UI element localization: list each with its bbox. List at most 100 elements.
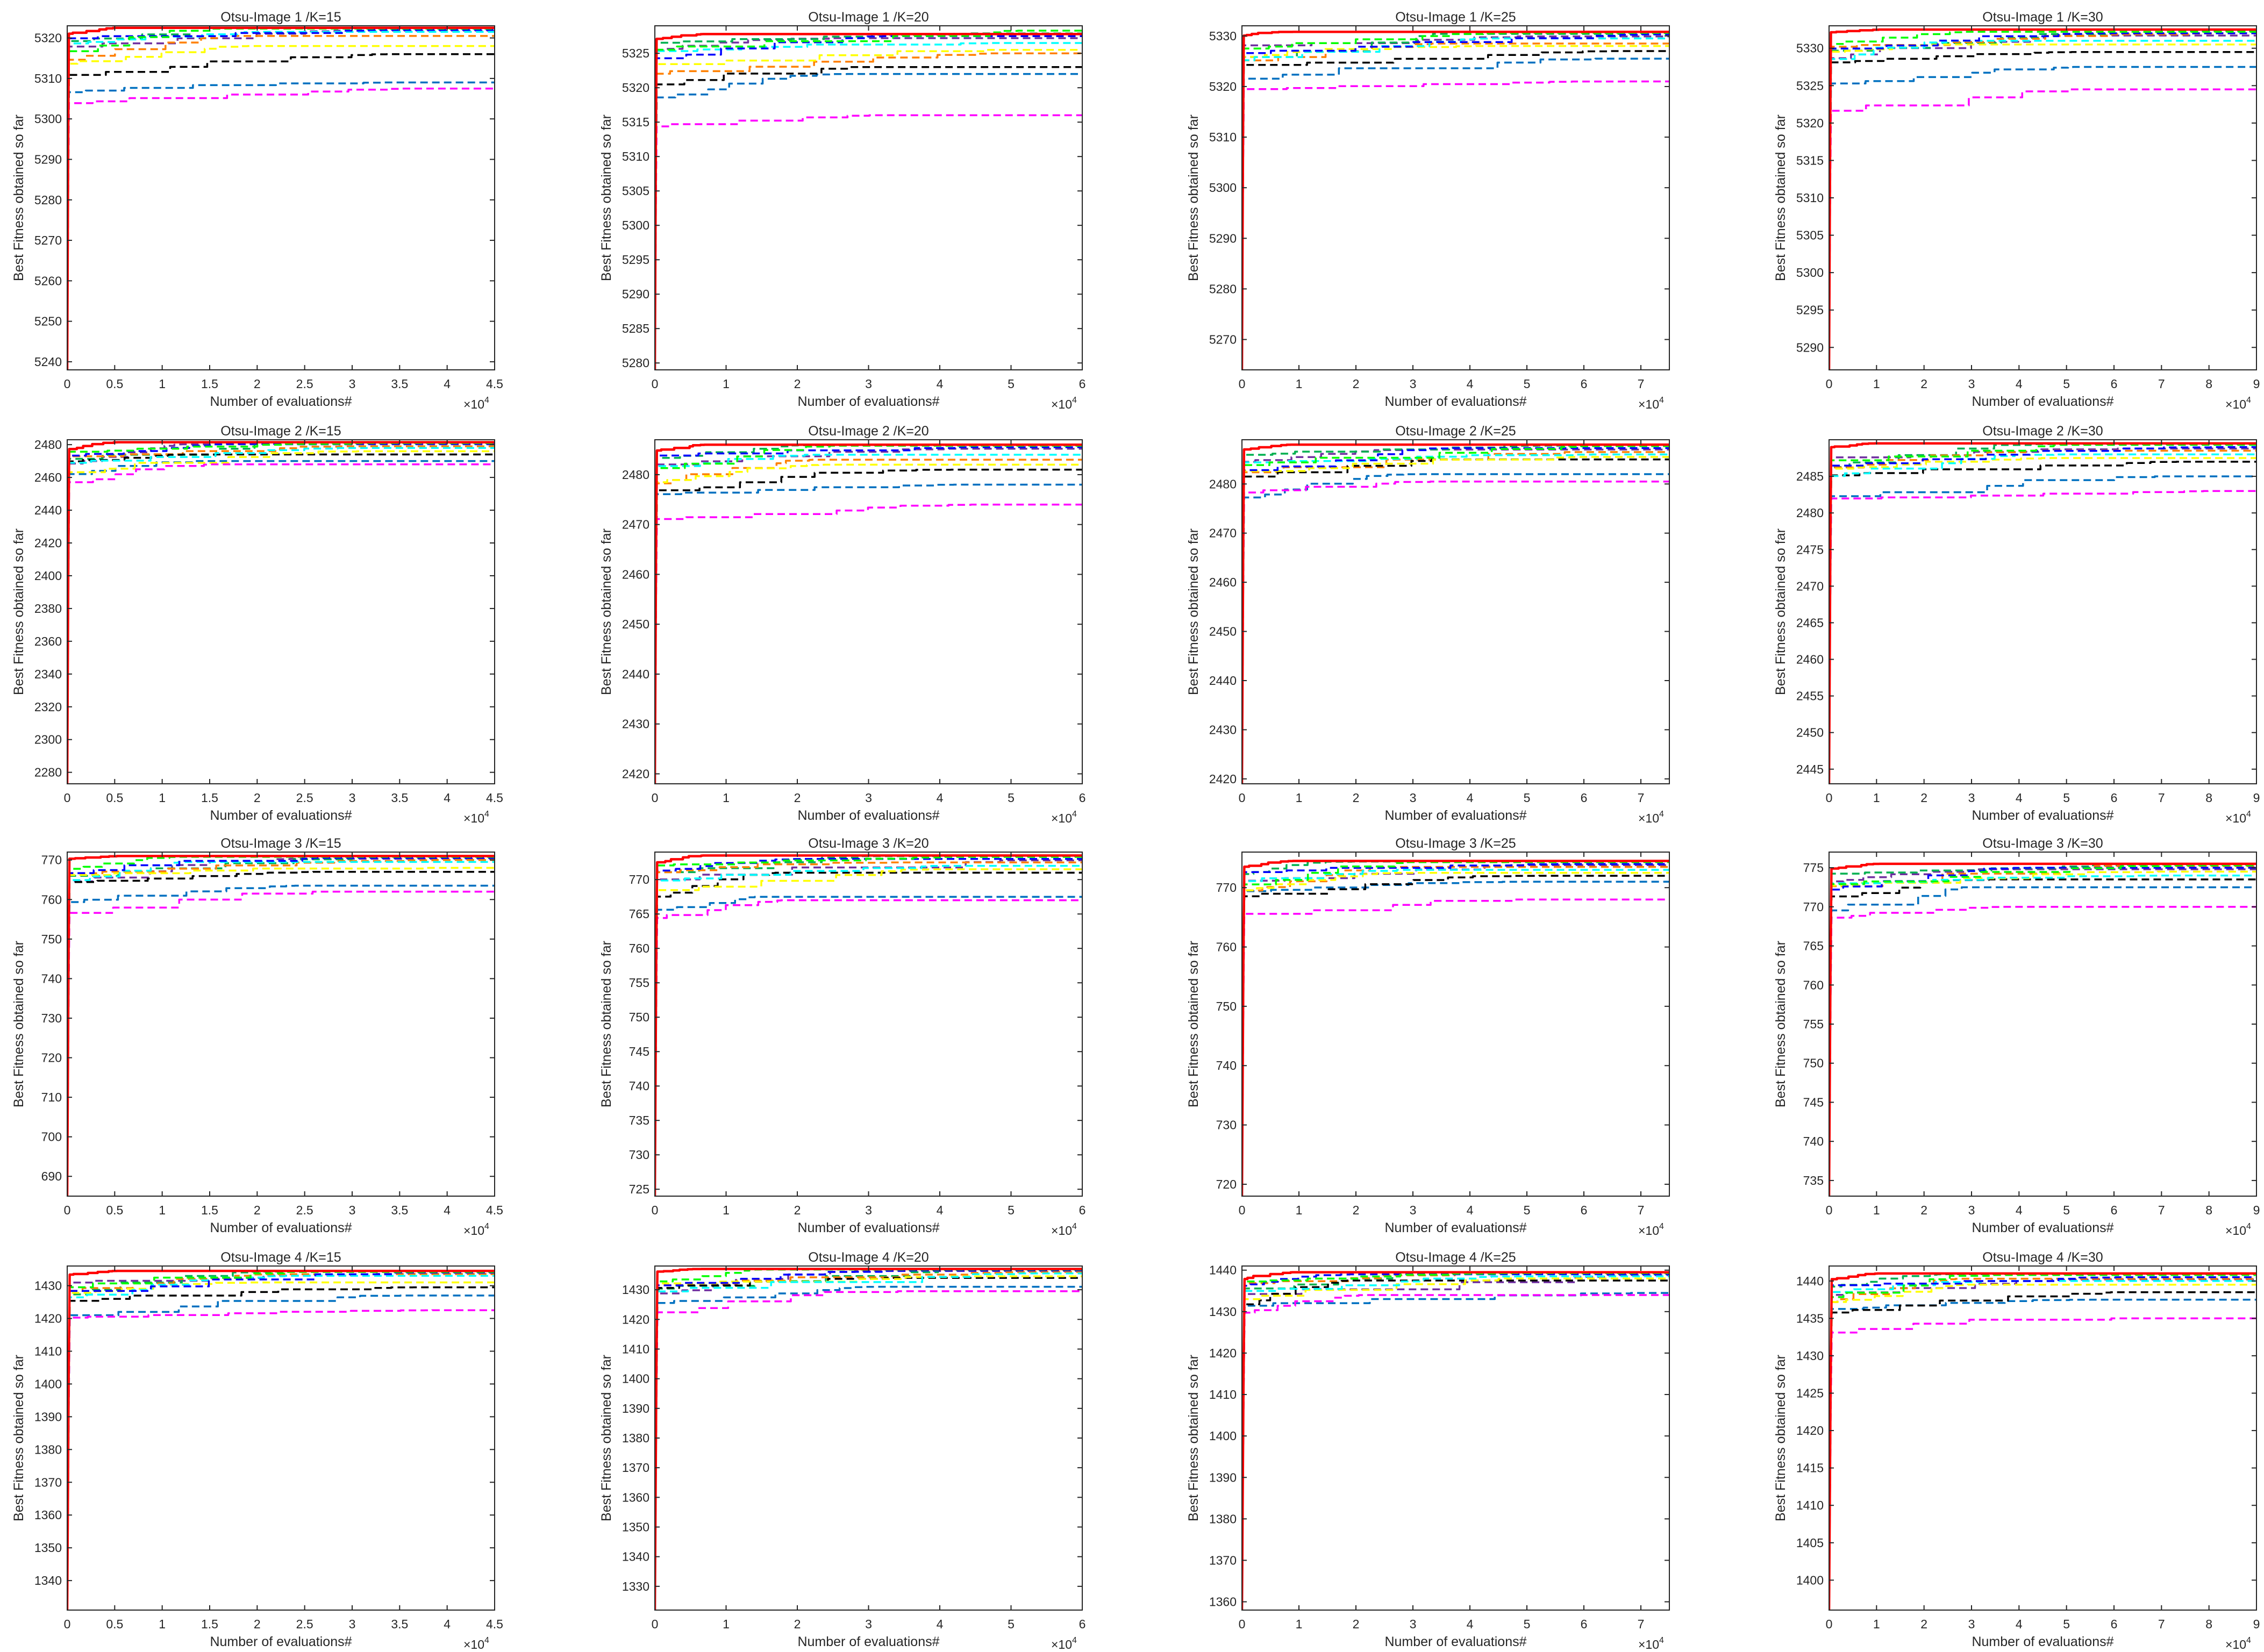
y-tick-label: 5325 (1796, 78, 1824, 92)
series-7-line (67, 871, 495, 1196)
series-3-line (1242, 863, 1669, 1196)
series-6-line (1242, 871, 1669, 1196)
axes-frame (1241, 1265, 1670, 1611)
series-2-line (1829, 31, 2256, 370)
y-axis-label: Best Fitness obtained so far (11, 1355, 26, 1521)
x-tick-label: 3 (1968, 377, 1975, 391)
x-tick-label: 1.5 (201, 377, 218, 391)
y-tick-label: 1410 (1796, 1498, 1824, 1512)
series-9-line (1242, 881, 1669, 1196)
series-group (1242, 31, 1669, 370)
x-tick-label: 0 (1239, 1617, 1246, 1631)
series-4-line (67, 447, 495, 784)
series-3-line (655, 35, 1082, 370)
y-tick-label: 1340 (34, 1574, 62, 1587)
x-multiplier: ×104 (2225, 396, 2251, 411)
x-tick-label: 4 (937, 377, 944, 391)
axes-frame (1241, 439, 1670, 784)
y-tick-label: 765 (629, 907, 649, 921)
y-axis-label: Best Fitness obtained so far (1773, 115, 1788, 281)
series-group (655, 30, 1082, 370)
y-tick-label: 5270 (34, 233, 62, 247)
subplot-14: 0 1 2 3 4 5 6 1330 1340 1350 1360 1370 1380 1390 1400 1… (599, 1250, 1086, 1651)
series-6-line (655, 868, 1082, 1196)
y-tick-label: 5285 (622, 321, 649, 335)
series-9-line (1242, 1292, 1669, 1610)
axes-frame (1829, 439, 2257, 784)
series-10-line (655, 32, 1082, 370)
x-tick-label: 2 (254, 377, 261, 391)
y-tick-label: 2360 (34, 634, 62, 648)
y-tick-label: 5300 (1796, 266, 1824, 280)
y-tick-label: 5320 (1209, 80, 1237, 94)
chart-title: Otsu-Image 1 /K=30 (1982, 10, 2103, 25)
series-6-line (1829, 1284, 2256, 1610)
x-tick-label: 6 (2111, 1203, 2118, 1217)
y-tick-label: 2480 (622, 468, 649, 482)
x-tick-label: 4 (444, 377, 451, 391)
y-tick-label: 720 (1216, 1177, 1237, 1191)
series-6-line (67, 1281, 495, 1610)
y-tick-label: 740 (1216, 1059, 1237, 1072)
x-multiplier: ×104 (463, 1636, 489, 1649)
y-tick-label: 1430 (622, 1283, 649, 1297)
y-axis-label: Best Fitness obtained so far (1186, 115, 1201, 281)
series-9-line (655, 73, 1082, 370)
x-tick-label: 1 (1296, 1617, 1303, 1631)
x-tick-label: 0 (1239, 1203, 1246, 1217)
series-8-line (1829, 32, 2256, 370)
x-tick-label: 6 (1079, 1617, 1086, 1631)
x-tick-label: 6 (2111, 1617, 2118, 1631)
x-tick-label: 0 (64, 377, 71, 391)
series-8-line (655, 1271, 1082, 1610)
y-tick-label: 1370 (1209, 1553, 1237, 1567)
y-tick-label: 2485 (1796, 469, 1824, 483)
x-tick-label: 7 (1638, 1617, 1645, 1631)
x-tick-label: 1 (723, 791, 730, 805)
y-tick-label: 750 (41, 932, 62, 946)
x-tick-label: 9 (2253, 1203, 2260, 1217)
x-tick-label: 4 (1467, 1617, 1474, 1631)
series-2-line (655, 30, 1082, 370)
axes-frame (67, 25, 495, 370)
x-tick-label: 4.5 (486, 1203, 503, 1217)
y-tick-label: 2450 (1796, 726, 1824, 740)
series-5-line (1242, 480, 1669, 784)
x-tick-label: 2 (1920, 1203, 1927, 1217)
x-tick-label: 5 (2063, 1203, 2070, 1217)
plot-area (67, 852, 495, 1196)
series-4-line (1829, 40, 2256, 370)
series-1-line (67, 1269, 495, 1610)
x-tick-label: 3.5 (391, 1203, 408, 1217)
x-multiplier: ×104 (463, 1222, 489, 1238)
y-tick-label: 5300 (34, 112, 62, 126)
x-tick-label: 1 (1873, 1617, 1880, 1631)
y-tick-label: 2470 (622, 518, 649, 532)
y-tick-label: 5260 (34, 274, 62, 288)
series-1-line (655, 33, 1082, 370)
y-tick-label: 2460 (622, 567, 649, 581)
plot-area (1242, 852, 1669, 1196)
y-tick-label: 2460 (1209, 575, 1237, 589)
y-tick-label: 2450 (622, 617, 649, 631)
y-tick-label: 2465 (1796, 616, 1824, 630)
x-multiplier: ×104 (1638, 810, 1664, 825)
x-tick-label: 0 (652, 1617, 659, 1631)
y-tick-label: 5290 (1209, 231, 1237, 245)
x-tick-label: 7 (1638, 791, 1645, 805)
series-7-line (655, 871, 1082, 1196)
series-7-line (1829, 1291, 2256, 1610)
y-tick-label: 2460 (34, 470, 62, 484)
y-tick-label: 2455 (1796, 689, 1824, 703)
x-tick-label: 2 (794, 791, 801, 805)
y-tick-label: 1360 (34, 1508, 62, 1522)
y-tick-label: 1340 (622, 1550, 649, 1564)
y-tick-label: 1400 (34, 1377, 62, 1391)
x-tick-label: 0 (64, 791, 71, 805)
y-tick-label: 750 (1803, 1056, 1824, 1070)
subplot-8: 0 1 2 3 4 5 6 7 8 9 2445 2450 2455 2460 2465 2470 2475 24… (1773, 424, 2260, 825)
y-tick-label: 5295 (1796, 303, 1824, 317)
y-tick-label: 1430 (1796, 1349, 1824, 1363)
x-tick-label: 4.5 (486, 791, 503, 805)
y-tick-label: 2440 (1209, 674, 1237, 688)
